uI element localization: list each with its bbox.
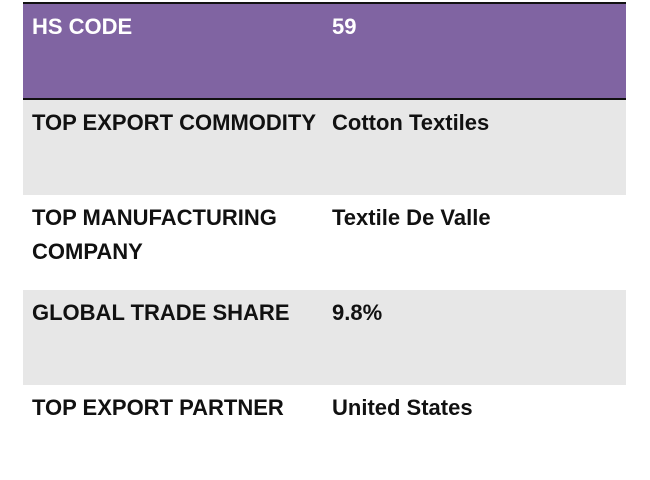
header-label: HS CODE xyxy=(32,14,133,39)
table-row: GLOBAL TRADE SHARE 9.8% xyxy=(23,290,626,385)
table-row: TOP EXPORT COMMODITY Cotton Textiles xyxy=(23,100,626,195)
header-value: 59 xyxy=(332,14,357,39)
table-row: TOP MANUFACTURING COMPANY Textile De Val… xyxy=(23,195,626,290)
row-label: TOP EXPORT PARTNER xyxy=(32,395,284,420)
row-label: TOP EXPORT COMMODITY xyxy=(32,110,316,135)
row-label: TOP MANUFACTURING COMPANY xyxy=(32,205,277,264)
row-value: 9.8% xyxy=(332,300,383,325)
row-value: Textile De Valle xyxy=(332,205,491,230)
table-row: TOP EXPORT PARTNER United States xyxy=(23,385,626,480)
table-header-row: HS CODE 59 xyxy=(23,4,626,100)
row-label: GLOBAL TRADE SHARE xyxy=(32,300,290,325)
row-value: Cotton Textiles xyxy=(332,110,490,135)
trade-info-table: HS CODE 59 TOP EXPORT COMMODITY Cotton T… xyxy=(23,2,626,480)
row-value: United States xyxy=(332,395,473,420)
